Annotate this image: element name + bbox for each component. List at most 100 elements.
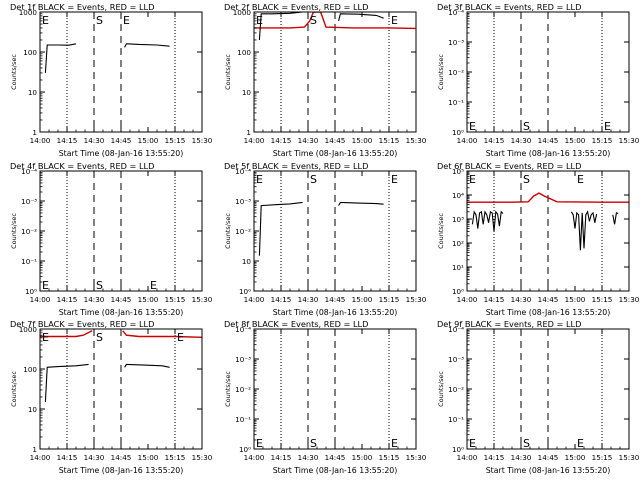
x-tick-label: 14:00 <box>457 295 478 304</box>
x-tick-label: 14:15 <box>271 295 292 304</box>
x-axis-label: Start Time (08-Jan-16 13:55:20) <box>273 149 398 158</box>
x-tick-label: 15:15 <box>165 295 186 304</box>
x-tick-label: 15:30 <box>406 453 427 462</box>
y-tick-label: 10⁻² <box>235 385 251 394</box>
x-tick-label: 15:00 <box>138 453 159 462</box>
time-marker-label: E <box>150 279 157 292</box>
x-tick-label: 14:45 <box>111 295 132 304</box>
chart-panel: Det 9f BLACK = Events, RED = LLD Counts/s… <box>437 319 640 475</box>
events-series-line <box>338 13 384 22</box>
y-axis-label: Counts/sec <box>224 213 232 249</box>
x-tick-label: 15:00 <box>352 453 373 462</box>
y-tick-label: 10⁰ <box>25 287 37 296</box>
y-tick-label: 100 <box>237 48 251 57</box>
time-marker-label: E <box>469 437 476 450</box>
chart-panel: Det 6f BLACK = Events, RED = LLD Counts/s… <box>437 161 640 317</box>
x-tick-label: 15:00 <box>138 295 159 304</box>
time-marker-label: E <box>42 279 49 292</box>
x-tick-label: 14:45 <box>538 453 559 462</box>
x-tick-label: 14:00 <box>457 453 478 462</box>
y-axis-label: Counts/sec <box>10 371 18 407</box>
time-marker-label: E <box>256 173 263 186</box>
x-tick-label: 14:45 <box>325 453 346 462</box>
events-series-line <box>258 201 303 256</box>
y-tick-label: 10⁻¹ <box>235 415 251 424</box>
time-marker-label: E <box>42 331 49 344</box>
y-tick-label: 10⁻² <box>21 227 37 236</box>
x-tick-label: 14:30 <box>511 295 532 304</box>
y-tick-label: 10 <box>242 88 252 97</box>
x-tick-label: 14:15 <box>484 295 505 304</box>
x-tick-label: 15:15 <box>379 295 400 304</box>
y-tick-label: 1 <box>32 445 37 454</box>
y-tick-label: 1000 <box>19 8 38 17</box>
chart-title: Det 7f BLACK = Events, RED = LLD <box>10 319 154 329</box>
x-tick-label: 15:30 <box>619 136 640 145</box>
x-tick-label: 14:00 <box>244 136 265 145</box>
x-tick-label: 14:15 <box>484 453 505 462</box>
chart-panel: Det 5f BLACK = Events, RED = LLD Counts/s… <box>224 161 427 317</box>
x-tick-label: 14:15 <box>271 453 292 462</box>
y-tick-label: 10⁻¹ <box>448 415 464 424</box>
x-tick-label: 15:00 <box>565 453 586 462</box>
y-tick-label: 10⁴ <box>452 191 464 200</box>
y-tick-label: 10⁻⁴ <box>235 325 251 334</box>
x-tick-label: 14:00 <box>30 453 51 462</box>
y-tick-label: 1 <box>32 128 37 137</box>
y-tick-label: 10⁻⁴ <box>21 167 37 176</box>
plot-data <box>493 329 603 449</box>
x-axis-label: Start Time (08-Jan-16 13:55:20) <box>486 308 611 317</box>
y-axis-label: Counts/sec <box>437 371 445 407</box>
y-tick-label: 1 <box>246 128 251 137</box>
y-tick-label: 10⁻³ <box>235 355 251 364</box>
time-marker-label: E <box>391 14 398 27</box>
time-marker-label: E <box>469 120 476 133</box>
chart-title: Det 1f BLACK = Events, RED = LLD <box>10 2 154 12</box>
x-tick-label: 14:45 <box>111 453 132 462</box>
x-axis-label: Start Time (08-Jan-16 13:55:20) <box>273 466 398 475</box>
x-tick-label: 15:00 <box>138 136 159 145</box>
time-marker-label: E <box>469 173 476 186</box>
time-marker-label: E <box>177 331 184 344</box>
time-marker-label: S <box>96 331 103 344</box>
events-series-line <box>570 210 598 251</box>
events-series-line <box>258 12 303 41</box>
chart-panel: Det 4f BLACK = Events, RED = LLD Counts/s… <box>10 161 213 317</box>
x-tick-label: 15:15 <box>379 136 400 145</box>
y-tick-label: 10 <box>28 88 38 97</box>
y-axis-label: Counts/sec <box>224 54 232 90</box>
x-tick-label: 15:30 <box>619 295 640 304</box>
x-tick-label: 15:30 <box>192 453 213 462</box>
plot-data <box>467 171 629 291</box>
y-tick-label: 100 <box>23 365 37 374</box>
x-tick-label: 15:00 <box>565 295 586 304</box>
time-marker-label: E <box>391 173 398 186</box>
chart-panel: Det 1f BLACK = Events, RED = LLD Counts/s… <box>10 2 213 158</box>
y-tick-label: 10⁻² <box>448 385 464 394</box>
time-marker-label: E <box>123 14 130 27</box>
time-marker-label: E <box>391 437 398 450</box>
x-tick-label: 15:00 <box>565 136 586 145</box>
y-tick-label: 10⁵ <box>452 167 464 176</box>
x-axis-label: Start Time (08-Jan-16 13:55:20) <box>59 149 184 158</box>
time-marker-label: E <box>604 120 611 133</box>
y-tick-label: 10⁻³ <box>21 197 37 206</box>
lld-series-line <box>40 330 93 338</box>
x-tick-label: 15:30 <box>619 453 640 462</box>
x-tick-label: 15:30 <box>192 136 213 145</box>
events-series-line <box>124 363 170 368</box>
plot-data <box>493 12 603 132</box>
x-tick-label: 14:00 <box>244 295 265 304</box>
x-tick-label: 14:45 <box>111 136 132 145</box>
y-axis-label: Counts/sec <box>10 213 18 249</box>
plot-data <box>44 12 176 132</box>
x-tick-label: 14:15 <box>57 295 78 304</box>
y-tick-label: 10⁰ <box>452 445 464 454</box>
x-axis-label: Start Time (08-Jan-16 13:55:20) <box>273 308 398 317</box>
x-axis-label: Start Time (08-Jan-16 13:55:20) <box>486 149 611 158</box>
x-tick-label: 14:30 <box>511 453 532 462</box>
chart-title: Det 5f BLACK = Events, RED = LLD <box>224 161 368 171</box>
chart-title: Det 8f BLACK = Events, RED = LLD <box>224 319 368 329</box>
time-marker-label: S <box>523 120 530 133</box>
time-marker-label: S <box>523 437 530 450</box>
